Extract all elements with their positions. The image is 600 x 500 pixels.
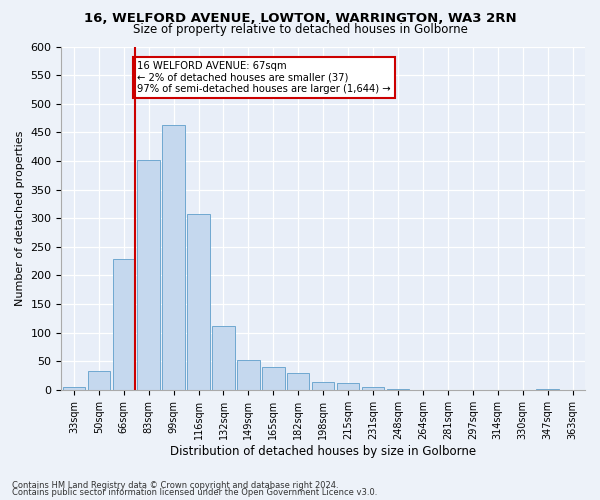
Text: Size of property relative to detached houses in Golborne: Size of property relative to detached ho… — [133, 22, 467, 36]
Bar — [137, 160, 160, 390]
Bar — [62, 387, 85, 390]
Bar — [536, 388, 559, 390]
Bar — [88, 371, 110, 390]
Bar — [287, 374, 310, 390]
Bar — [262, 367, 284, 390]
Text: 16, WELFORD AVENUE, LOWTON, WARRINGTON, WA3 2RN: 16, WELFORD AVENUE, LOWTON, WARRINGTON, … — [83, 12, 517, 26]
Bar — [113, 260, 135, 390]
Bar — [387, 388, 409, 390]
Bar — [237, 360, 260, 390]
Text: Contains public sector information licensed under the Open Government Licence v3: Contains public sector information licen… — [12, 488, 377, 497]
Y-axis label: Number of detached properties: Number of detached properties — [15, 130, 25, 306]
Text: Contains HM Land Registry data © Crown copyright and database right 2024.: Contains HM Land Registry data © Crown c… — [12, 480, 338, 490]
Bar — [163, 125, 185, 390]
Text: 16 WELFORD AVENUE: 67sqm
← 2% of detached houses are smaller (37)
97% of semi-de: 16 WELFORD AVENUE: 67sqm ← 2% of detache… — [137, 61, 391, 94]
Bar — [187, 214, 210, 390]
Bar — [312, 382, 334, 390]
X-axis label: Distribution of detached houses by size in Golborne: Distribution of detached houses by size … — [170, 444, 476, 458]
Bar — [362, 387, 384, 390]
Bar — [212, 326, 235, 390]
Bar — [337, 383, 359, 390]
